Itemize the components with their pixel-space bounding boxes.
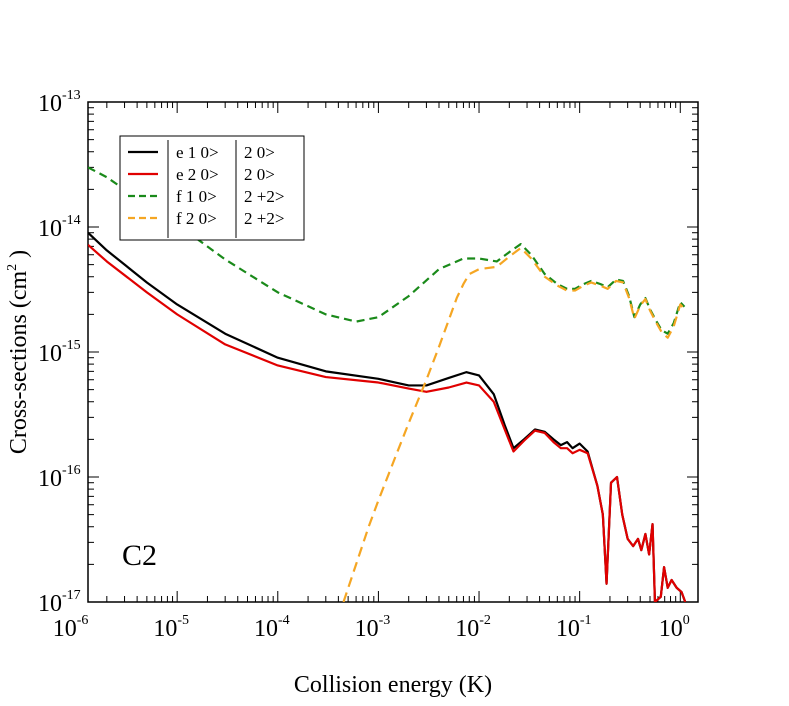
series-line-1 — [88, 231, 687, 602]
legend-label-1: e 1 0> — [176, 143, 219, 162]
y-tick-label: 10-14 — [38, 213, 81, 242]
y-tick-label: 10-13 — [38, 88, 81, 117]
panel-annotation: C2 — [122, 539, 157, 572]
y-axis-label-end: ) — [6, 250, 32, 264]
y-tick-label: 10-17 — [38, 588, 81, 617]
y-tick-label: 10-15 — [38, 338, 81, 367]
y-axis-label-sup: 2 — [5, 264, 20, 271]
series-line-2 — [88, 244, 687, 602]
legend-box — [119, 135, 305, 241]
legend-label-ket-2: 2 0> — [244, 165, 275, 184]
axis-tick-labels: 10-6 10-5 10-4 10-3 10-2 10-1 100 10-17 10-16 10-… — [38, 88, 690, 642]
x-tick-label: 10-3 — [355, 613, 391, 642]
x-tick-label: 10-4 — [254, 613, 290, 642]
x-tick-label: 100 — [659, 613, 690, 642]
axis-ticks — [88, 101, 698, 603]
legend-label-ket-4: 2 +2> — [244, 209, 284, 228]
x-tick-label: 10-2 — [455, 613, 491, 642]
x-tick-label: 10-1 — [556, 613, 592, 642]
legend-label-2: e 2 0> — [176, 165, 219, 184]
y-axis-label-main: Cross-sections (cm — [6, 271, 32, 455]
x-tick-label: 10-5 — [153, 613, 189, 642]
legend-label-3: f 1 0> — [176, 187, 217, 206]
series-line-4 — [342, 246, 686, 602]
y-axis-label: Cross-sections (cm2 ) — [5, 250, 32, 454]
x-axis-label: Collision energy (K) — [294, 672, 492, 698]
legend-label-4: f 2 0> — [176, 209, 217, 228]
legend: e 1 0> 2 0> e 2 0> 2 0> f 1 0> 2 +2> f 2 0>… — [119, 135, 305, 241]
x-tick-label: 10-6 — [53, 613, 89, 642]
legend-items: e 1 0> 2 0> e 2 0> 2 0> f 1 0> 2 +2> f 2 0>… — [128, 140, 284, 238]
legend-label-ket-3: 2 +2> — [244, 187, 284, 206]
series-line-3 — [88, 166, 686, 335]
series-layer — [88, 166, 687, 602]
y-tick-label: 10-16 — [38, 463, 81, 492]
legend-label-ket-1: 2 0> — [244, 143, 275, 162]
